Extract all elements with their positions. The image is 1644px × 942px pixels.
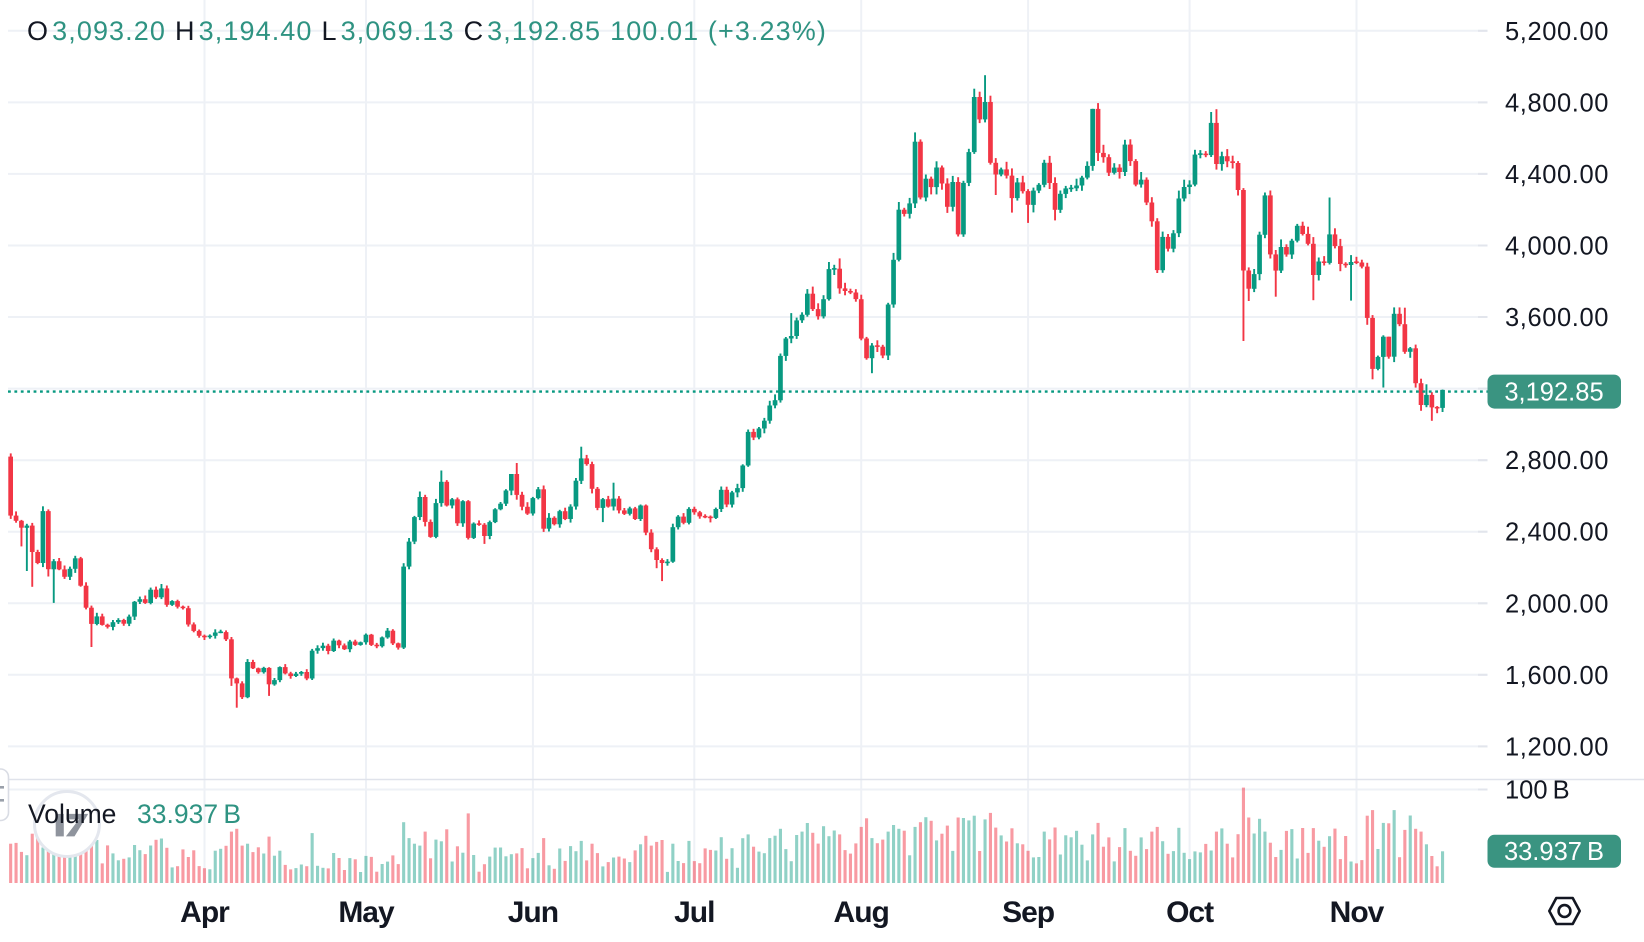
svg-text:Aug: Aug (834, 896, 889, 929)
svg-text:1,600.00: 1,600.00 (1505, 662, 1609, 690)
svg-text:4,400.00: 4,400.00 (1505, 161, 1609, 189)
svg-text:Apr: Apr (180, 896, 230, 929)
svg-text:Jul: Jul (674, 896, 714, 929)
svg-text:33.937 B: 33.937 B (1504, 838, 1604, 866)
svg-text:Jun: Jun (508, 896, 558, 929)
svg-text:2,000.00: 2,000.00 (1505, 590, 1609, 618)
svg-text:5,200.00: 5,200.00 (1505, 18, 1609, 46)
svg-text:Oct: Oct (1166, 896, 1214, 929)
svg-text:Volume: Volume (28, 799, 116, 829)
svg-text:May: May (338, 896, 395, 929)
svg-text:1,200.00: 1,200.00 (1505, 733, 1609, 761)
svg-text:Sep: Sep (1002, 896, 1055, 929)
svg-text:33.937 B: 33.937 B (137, 799, 241, 829)
svg-text:3,192.85: 3,192.85 (1504, 379, 1603, 407)
svg-text:4,000.00: 4,000.00 (1505, 233, 1609, 261)
svg-text:3,600.00: 3,600.00 (1505, 304, 1609, 332)
svg-text:2,400.00: 2,400.00 (1505, 519, 1609, 547)
svg-text:4,800.00: 4,800.00 (1505, 89, 1609, 117)
svg-text:100 B: 100 B (1505, 777, 1570, 805)
svg-text:2,800.00: 2,800.00 (1505, 447, 1609, 475)
svg-text:Nov: Nov (1330, 896, 1385, 929)
